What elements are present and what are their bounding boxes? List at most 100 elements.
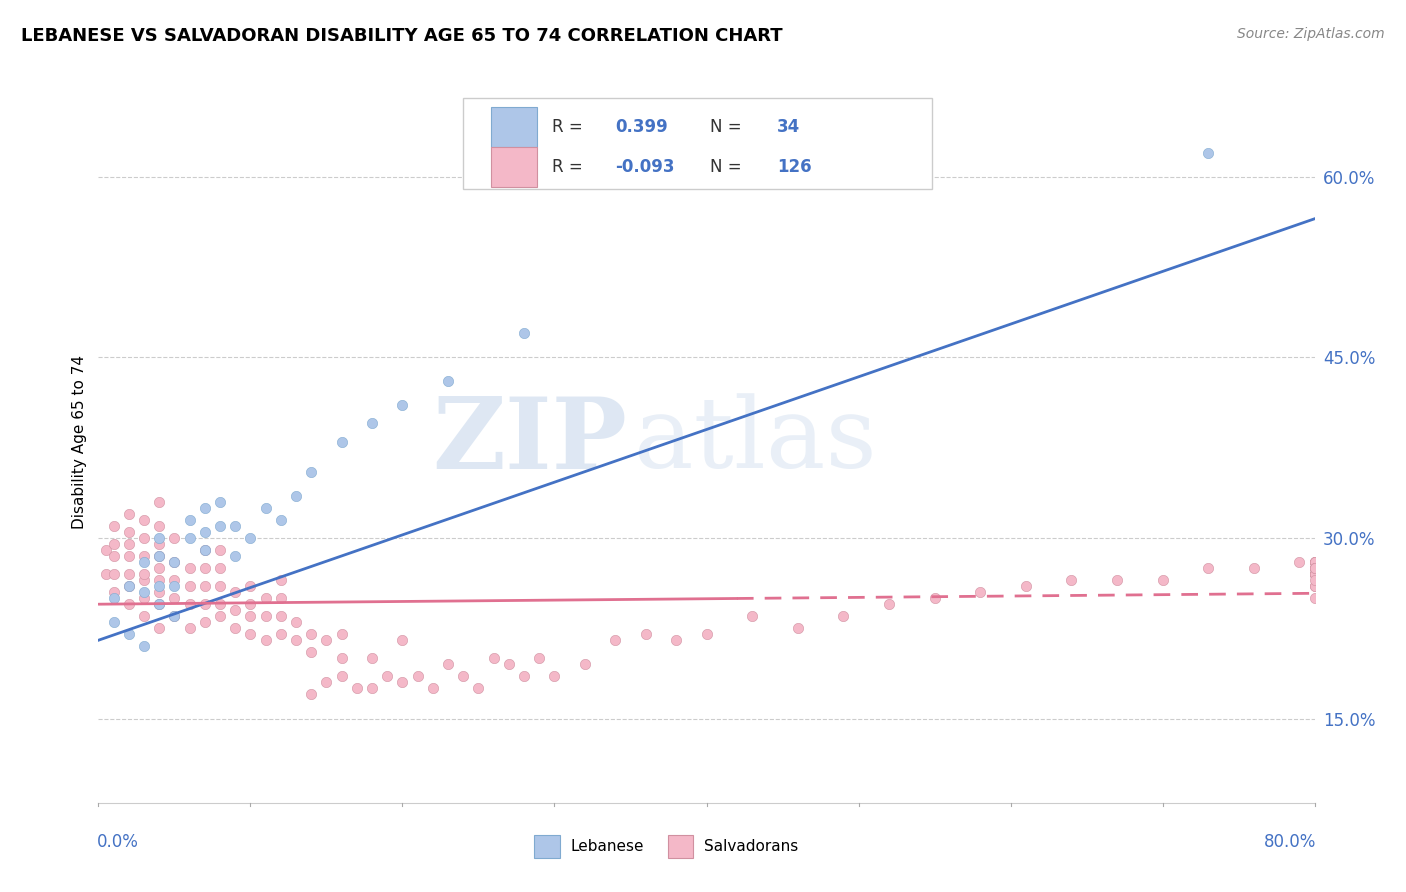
Point: [148, 597, 170, 611]
Point: [361, 681, 384, 696]
Point: [391, 398, 413, 412]
Point: [148, 549, 170, 563]
Text: -0.093: -0.093: [616, 158, 675, 176]
Point: [543, 669, 565, 683]
Point: [1303, 555, 1326, 569]
Point: [254, 609, 277, 624]
Point: [513, 669, 536, 683]
Point: [118, 567, 141, 582]
Point: [148, 531, 170, 545]
Point: [406, 669, 429, 683]
Point: [224, 603, 246, 617]
Point: [103, 591, 125, 606]
Point: [224, 621, 246, 635]
Text: R =: R =: [553, 158, 588, 176]
Point: [1303, 567, 1326, 582]
Point: [1303, 567, 1326, 582]
Point: [194, 615, 217, 630]
Point: [239, 579, 262, 593]
Point: [1197, 145, 1219, 160]
Point: [94, 542, 117, 557]
Point: [1060, 573, 1083, 587]
Point: [132, 513, 155, 527]
Point: [270, 591, 292, 606]
Point: [224, 549, 246, 563]
Point: [179, 531, 201, 545]
Point: [132, 591, 155, 606]
Point: [299, 687, 322, 701]
Point: [391, 633, 413, 648]
Point: [1303, 567, 1326, 582]
Text: LEBANESE VS SALVADORAN DISABILITY AGE 65 TO 74 CORRELATION CHART: LEBANESE VS SALVADORAN DISABILITY AGE 65…: [21, 27, 783, 45]
Point: [1303, 555, 1326, 569]
Point: [132, 573, 155, 587]
Point: [299, 645, 322, 659]
Point: [924, 591, 946, 606]
Point: [299, 465, 322, 479]
Point: [132, 639, 155, 653]
Point: [254, 500, 277, 515]
Text: 0.0%: 0.0%: [97, 833, 139, 851]
Point: [194, 524, 217, 539]
Y-axis label: Disability Age 65 to 74: Disability Age 65 to 74: [72, 354, 87, 529]
Point: [209, 597, 232, 611]
Point: [270, 627, 292, 641]
Point: [1303, 567, 1326, 582]
Point: [375, 669, 398, 683]
Point: [103, 519, 125, 533]
Point: [194, 542, 217, 557]
Point: [1015, 579, 1038, 593]
Point: [179, 561, 201, 575]
Point: [209, 579, 232, 593]
Point: [696, 627, 718, 641]
Point: [103, 585, 125, 599]
Text: ZIP: ZIP: [433, 393, 627, 490]
Point: [467, 681, 489, 696]
Point: [498, 657, 520, 672]
Point: [1303, 567, 1326, 582]
Point: [513, 326, 536, 341]
Point: [132, 567, 155, 582]
Point: [103, 549, 125, 563]
Point: [148, 549, 170, 563]
Point: [1303, 591, 1326, 606]
Point: [209, 519, 232, 533]
Text: atlas: atlas: [634, 393, 876, 490]
Point: [254, 591, 277, 606]
Text: N =: N =: [710, 118, 747, 136]
Point: [1303, 561, 1326, 575]
Point: [299, 627, 322, 641]
Point: [118, 537, 141, 551]
Point: [163, 579, 186, 593]
Point: [163, 531, 186, 545]
Point: [179, 579, 201, 593]
Point: [118, 524, 141, 539]
Point: [330, 669, 353, 683]
Point: [148, 561, 170, 575]
Point: [605, 633, 627, 648]
Point: [132, 549, 155, 563]
Point: [877, 597, 900, 611]
Point: [179, 597, 201, 611]
Point: [1303, 561, 1326, 575]
Point: [118, 579, 141, 593]
Point: [148, 494, 170, 508]
Point: [103, 537, 125, 551]
Point: [422, 681, 444, 696]
Point: [453, 669, 475, 683]
Point: [1152, 573, 1174, 587]
Point: [330, 651, 353, 665]
Point: [179, 621, 201, 635]
Point: [574, 657, 596, 672]
Point: [163, 609, 186, 624]
Point: [315, 675, 337, 690]
Point: [103, 567, 125, 582]
Point: [254, 633, 277, 648]
Point: [103, 615, 125, 630]
Point: [148, 597, 170, 611]
Point: [285, 633, 308, 648]
Point: [148, 585, 170, 599]
Point: [148, 621, 170, 635]
Point: [179, 513, 201, 527]
Text: Lebanese: Lebanese: [571, 839, 644, 854]
